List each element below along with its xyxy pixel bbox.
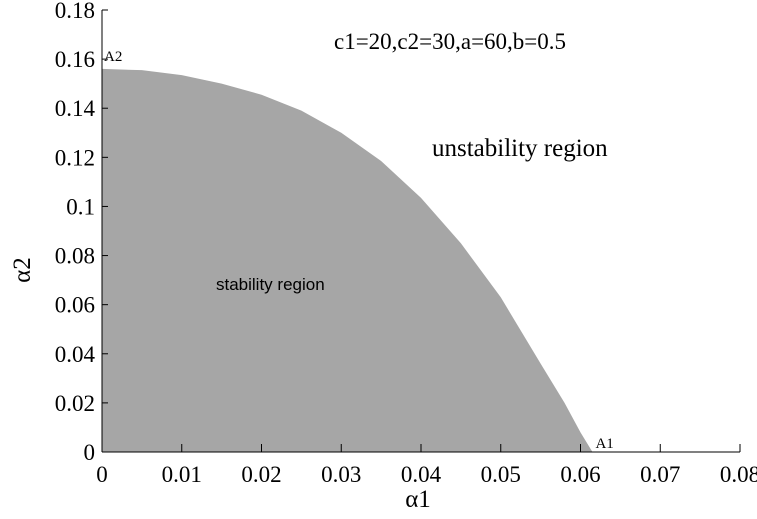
x-tick-label: 0.01 [162,462,202,487]
y-axis-ticks: 0 0.02 0.04 0.06 0.08 0.1 0.12 0.14 0.16 0.18 [55,0,108,465]
y-tick-label: 0.16 [55,47,95,72]
y-tick-label: 0.18 [55,0,95,23]
x-tick-label: 0.08 [720,462,757,487]
x-tick-label: 0.03 [321,462,361,487]
unstability-region-label: unstability region [432,135,608,162]
point-label-a1: A1 [595,436,613,452]
x-tick-label: 0.05 [481,462,521,487]
point-label-a2: A2 [104,49,122,65]
y-tick-label: 0.06 [55,293,95,318]
x-axis-label: α1 [405,486,431,513]
y-tick-label: 0 [84,440,96,465]
stability-region-label: stability region [216,275,325,294]
stability-region-area [102,68,593,452]
x-tick-label: 0.06 [560,462,600,487]
y-tick-label: 0.04 [55,342,96,367]
x-tick-label: 0 [96,462,108,487]
y-tick-label: 0.02 [55,391,95,416]
y-tick-label: 0.14 [55,96,96,121]
x-tick-label: 0.07 [640,462,680,487]
y-tick-label: 0.12 [55,145,95,170]
parameters-annotation: c1=20,c2=30,a=60,b=0.5 [334,29,566,54]
x-tick-label: 0.02 [241,462,281,487]
x-tick-label: 0.04 [401,462,442,487]
plot-area: A1 A2 [101,10,740,453]
x-axis-ticks: 0 0.01 0.02 0.03 0.04 0.05 0.06 0.07 0.08 [96,444,757,487]
y-tick-label: 0.1 [66,194,95,219]
y-axis-label: α2 [9,257,36,283]
y-tick-label: 0.08 [55,244,95,269]
